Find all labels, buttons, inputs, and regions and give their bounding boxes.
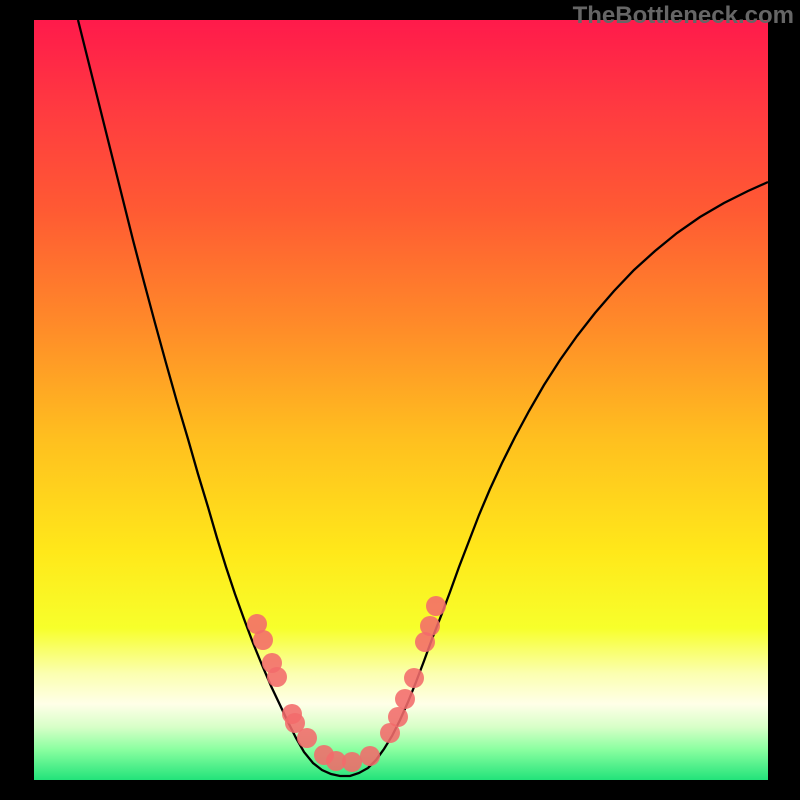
frame-right [768,0,800,800]
frame-bottom [0,780,800,800]
data-dot [360,746,380,766]
data-dot [342,752,362,772]
data-dot [395,689,415,709]
data-dot [420,616,440,636]
data-dot [388,707,408,727]
frame-left [0,0,34,800]
plot-area [34,20,768,780]
data-dot [404,668,424,688]
data-dot [426,596,446,616]
data-dot [297,728,317,748]
gradient-background [34,20,768,780]
data-dot [253,630,273,650]
data-dot [267,667,287,687]
bottleneck-chart [34,20,768,780]
watermark-text: TheBottleneck.com [573,2,794,30]
